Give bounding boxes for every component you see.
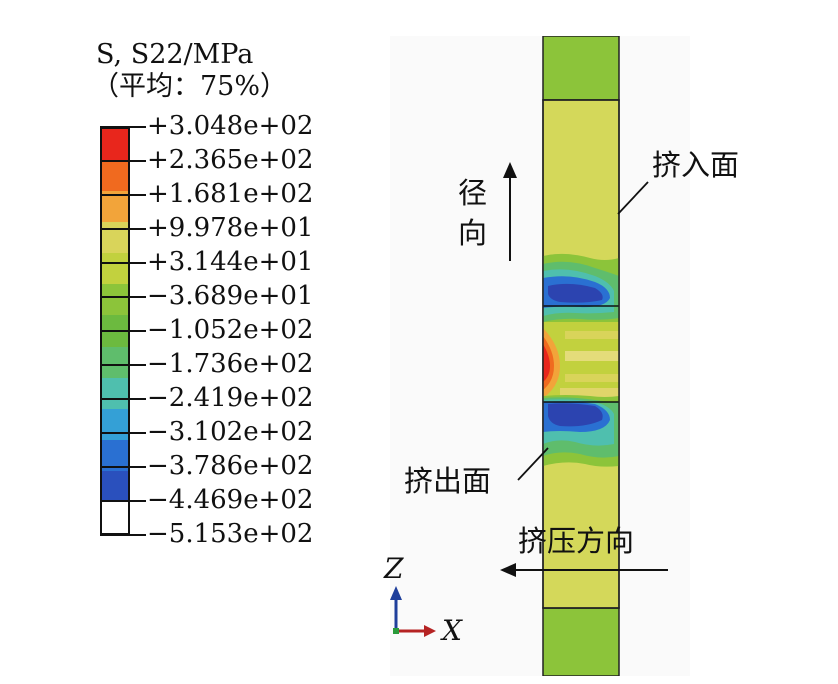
z-axis-label: Z [384,552,404,585]
radial-arrow-head [503,162,517,178]
legend-tick [100,364,146,366]
legend-tick [100,194,146,196]
legend-title: S, S22/MPa [96,39,254,70]
bottom-block [542,607,620,676]
extrusion-arrow-head [500,563,516,577]
stress-contour-model [390,36,668,676]
legend-tick [100,398,146,400]
legend-value: −2.419e+02 [147,383,314,413]
legend-tick [100,126,146,128]
origin-marker [393,628,399,634]
legend-swatch [102,191,128,223]
contour-plot: 径 向 挤入面 挤出面 挤压方向 Z X [384,36,739,676]
exit-face-label: 挤出面 [404,464,492,498]
legend-value: +2.365e+02 [147,145,314,175]
central-tension-zone [543,322,619,402]
legend-swatch [102,470,128,503]
legend-tick [100,534,146,536]
exit-face-leader [517,447,549,481]
legend-tick [100,466,146,468]
legend-tick [100,160,146,162]
legend-tick [100,432,146,434]
radial-label-line1: 径 [458,176,488,210]
entry-face-leader [617,181,649,215]
legend-swatch [102,377,128,410]
legend-subtitle: （平均：75%） [92,71,288,102]
lower-compression-zone [543,395,619,467]
legend-value: +3.144e+01 [147,247,314,277]
top-block [542,36,620,101]
legend-swatch [102,408,128,441]
legend-swatch [102,222,128,254]
legend-value: +1.681e+02 [147,179,314,209]
legend-value: +3.048e+02 [147,111,314,141]
legend-value: −3.786e+02 [147,451,314,481]
legend-value: −1.736e+02 [147,349,314,379]
legend-value: −4.469e+02 [147,485,314,515]
legend-tick [100,500,146,502]
radial-label-line2: 向 [458,216,488,250]
z-axis-head [390,586,402,600]
legend-value: −3.102e+02 [147,417,314,447]
legend-value: −3.689e+01 [147,281,314,311]
x-axis-label: X [442,614,462,647]
legend-value: −5.153e+02 [147,519,314,549]
legend-value: +9.978e+01 [147,213,314,243]
entry-face-label: 挤入面 [652,148,740,182]
upper-compression-zone [543,253,619,328]
legend-tick [100,262,146,264]
extrusion-direction-label: 挤压方向 [518,524,635,558]
legend-tick [100,330,146,332]
x-axis-head [424,625,436,637]
legend-swatch [102,253,128,285]
legend-swatch [102,284,128,316]
legend-tick [100,228,146,230]
legend-value: −1.052e+02 [147,315,314,345]
legend-swatch [102,160,128,192]
legend-swatch [102,346,128,379]
legend-tick [100,296,146,298]
legend-swatch [102,129,128,161]
